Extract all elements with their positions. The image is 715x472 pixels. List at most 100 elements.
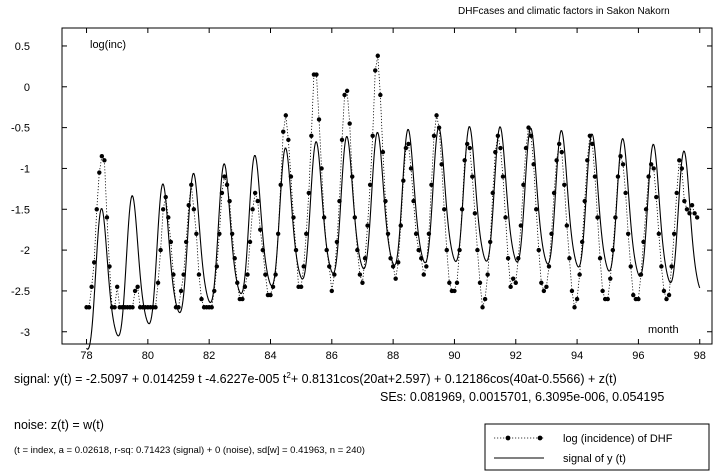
dhf-point	[623, 190, 628, 196]
dhf-point	[549, 231, 554, 236]
dhf-point	[459, 207, 465, 212]
dhf-point	[559, 149, 564, 155]
dhf-point	[470, 174, 475, 179]
dhf-point	[291, 215, 296, 220]
legend-signal-label: signal of y (t)	[563, 453, 626, 465]
dhf-point	[114, 284, 120, 290]
dhf-point	[608, 276, 613, 281]
dhf-point	[577, 272, 582, 277]
dhf-point	[620, 162, 626, 167]
x-tick-label: 90	[448, 350, 460, 362]
dhf-point	[350, 174, 355, 179]
dhf-point	[337, 198, 342, 204]
dhf-point	[273, 272, 278, 277]
dhf-point	[293, 247, 299, 253]
dhf-point	[370, 133, 375, 138]
signal-series	[86, 126, 701, 350]
dhf-point	[503, 215, 508, 220]
header-title: DHFcases and climatic factors in Sakon N…	[458, 6, 670, 17]
dhf-point	[199, 296, 204, 302]
signal-equation-suffix: + 0.8131cos(20at+2.597) + 0.12186cos(40a…	[290, 372, 617, 386]
dhf-point	[508, 284, 513, 290]
dhf-point	[411, 198, 416, 204]
dhf-point	[383, 198, 388, 204]
legend-dhf-markers	[505, 435, 543, 441]
dhf-point	[544, 284, 549, 290]
dhf-point	[572, 305, 577, 310]
dhf-point	[475, 247, 480, 253]
dhf-point	[523, 145, 529, 151]
dhf-point	[654, 194, 659, 200]
dhf-point	[91, 260, 97, 265]
dhf-point	[536, 247, 541, 253]
dhf-point	[439, 162, 444, 167]
dhf-point	[158, 247, 163, 253]
dhf-point	[352, 215, 357, 220]
legend: log (incidence) of DHF signal of y (t)	[484, 423, 710, 471]
dhf-point	[94, 207, 99, 212]
dhf-point	[304, 231, 309, 236]
dhf-point	[643, 207, 649, 212]
dhf-point	[628, 264, 633, 269]
dhf-point	[327, 264, 332, 269]
dhf-point	[321, 215, 327, 220]
dhf-point	[153, 305, 158, 310]
x-tick-label: 98	[694, 350, 706, 362]
dhf-point	[380, 149, 386, 155]
dhf-point	[638, 272, 644, 277]
x-axis-label: month	[648, 324, 679, 336]
dhf-point	[590, 141, 595, 147]
dhf-point	[181, 272, 186, 277]
x-tick-label: 96	[632, 350, 644, 362]
dhf-point	[541, 288, 547, 294]
y-tick-label: -2.5	[11, 286, 30, 298]
dhf-point	[498, 145, 503, 151]
dhf-point	[107, 264, 112, 269]
dhf-point	[592, 174, 598, 179]
dhf-point	[242, 284, 248, 290]
dhf-point	[659, 264, 664, 269]
dhf-point	[500, 174, 506, 179]
dhf-point	[232, 256, 237, 261]
dhf-point	[227, 198, 232, 204]
dhf-point	[692, 211, 697, 216]
dhf-point	[477, 280, 483, 285]
dhf-point	[431, 133, 437, 138]
dhf-point	[426, 231, 432, 236]
dhf-point	[89, 284, 94, 290]
dhf-point	[595, 215, 600, 220]
dhf-point	[344, 88, 350, 94]
dhf-point	[687, 211, 692, 216]
dhf-point	[465, 141, 470, 147]
dhf-point	[454, 280, 460, 285]
dhf-point	[488, 239, 493, 245]
dhf-point	[235, 280, 240, 285]
dhf-point	[631, 292, 636, 298]
dhf-point	[564, 223, 570, 228]
dhf-point	[314, 72, 319, 77]
dhf-point	[247, 239, 253, 245]
dhf-point	[219, 190, 225, 196]
dhf-point	[651, 166, 656, 171]
x-tick-label: 86	[326, 350, 338, 362]
dhf-point	[281, 129, 286, 134]
dhf-point	[516, 256, 521, 261]
dhf-point	[196, 272, 202, 277]
dhf-point	[212, 288, 217, 294]
dhf-point	[357, 272, 363, 277]
dhf-point	[406, 141, 411, 147]
dhf-series	[84, 53, 700, 310]
dhf-point	[600, 288, 605, 294]
dhf-point	[398, 223, 403, 228]
y-tick-label: -1	[20, 163, 30, 175]
dhf-point	[434, 113, 439, 118]
dhf-point	[135, 284, 140, 290]
dhf-point	[194, 231, 199, 236]
dhf-point	[610, 247, 616, 253]
dhf-point	[597, 256, 603, 261]
dhf-point	[176, 305, 181, 310]
dhf-point	[505, 256, 511, 261]
dhf-point	[625, 231, 631, 236]
dhf-point	[569, 288, 575, 294]
